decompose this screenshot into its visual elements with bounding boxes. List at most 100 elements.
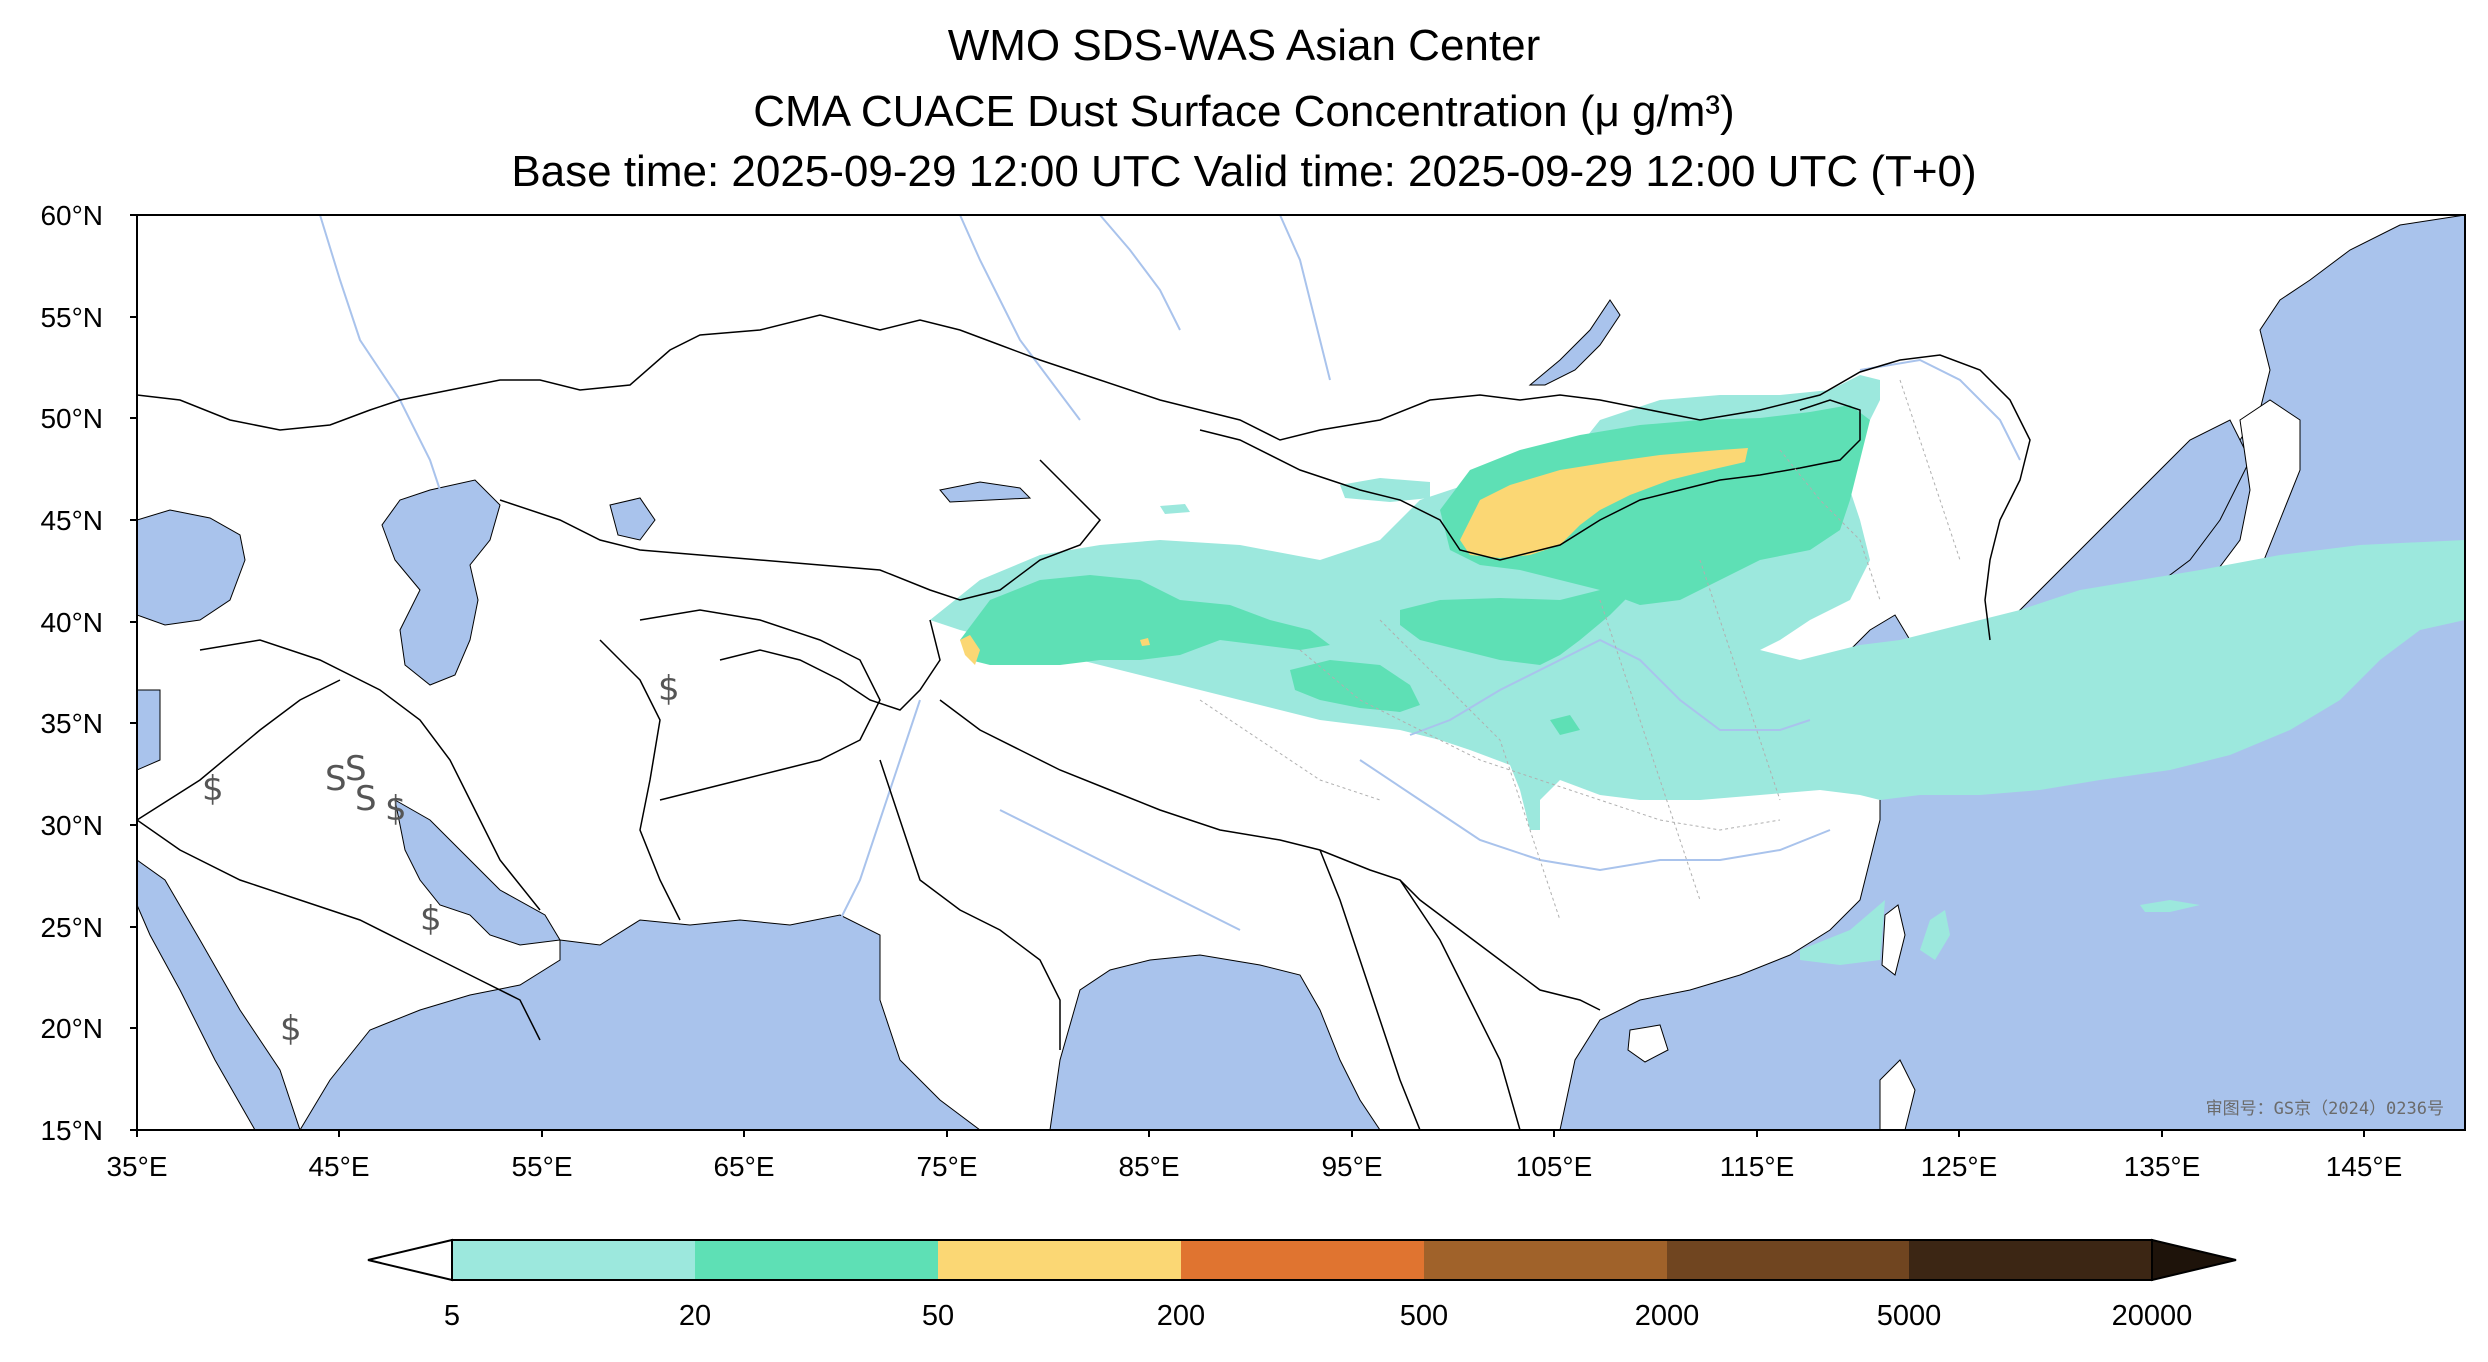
dust-region-5-20-pacific (2140, 900, 2200, 912)
border-middle-east-2 (137, 679, 341, 821)
border-iran-east (599, 639, 681, 921)
symbol-dollar-5: $ (385, 789, 407, 829)
border-saudi (137, 819, 541, 1041)
river-amur (1859, 358, 2021, 461)
latitude-axis: 60°N 55°N 50°N 45°N 40°N 35°N 30°N 25°N … (40, 200, 137, 1146)
colorbar-label-500: 500 (1400, 1300, 1448, 1332)
colorbar-bin-5-20 (452, 1240, 695, 1280)
river-ob (959, 215, 1081, 421)
dust-region-5-20-small (1160, 504, 1190, 514)
border-middle-east-1 (199, 639, 541, 911)
symbol-dollar-2: S (325, 759, 347, 799)
river-irtysh (1099, 215, 1181, 331)
colorbar-label-5: 5 (444, 1300, 460, 1332)
river-ganges (999, 809, 1241, 931)
border-kazakhstan-south (499, 459, 1102, 601)
lon-label-55: 55°E (511, 1151, 572, 1182)
lon-label-115: 115°E (1720, 1151, 1795, 1182)
lat-label-40: 40°N (40, 607, 103, 638)
colorbar-label-20: 20 (679, 1300, 711, 1332)
lat-label-25: 25°N (40, 912, 103, 943)
border-russia-south (137, 314, 2031, 641)
river-yellow (1409, 638, 1811, 736)
river-yangtze (1359, 759, 1831, 872)
province-borders-7 (1199, 699, 1381, 801)
dust-region-20-50-hexi (1400, 585, 1640, 665)
colorbar-label-50: 50 (922, 1300, 954, 1332)
province-border-layer (1199, 379, 1961, 921)
red-sea (137, 859, 301, 1130)
border-india (879, 759, 1061, 1050)
lat-label-50: 50°N (40, 403, 103, 434)
colorbar-label-20000: 20000 (2112, 1300, 2193, 1332)
lat-label-20: 20°N (40, 1013, 103, 1044)
indian-ocean (299, 914, 981, 1130)
river-indus (839, 699, 921, 921)
river-yenisei (1279, 215, 1331, 381)
lat-label-35: 35°N (40, 708, 103, 739)
symbol-dollar-7: $ (280, 1009, 302, 1049)
dollar-symbols: $ S S S $ $ $ $ (202, 669, 680, 1049)
aral-sea (609, 497, 656, 541)
colorbar-bin-500-2000 (1424, 1240, 1667, 1280)
colorbar-bin-200-500 (1181, 1240, 1424, 1280)
title-line-1: WMO SDS-WAS Asian Center (947, 21, 1541, 70)
persian-gulf (394, 799, 561, 946)
symbol-dollar-3: S (345, 749, 367, 789)
colorbar: 5 20 50 200 500 2000 5000 20000 (367, 1238, 2237, 1332)
dust-region-20-50-east-patch (1550, 715, 1580, 735)
border-china-west (719, 619, 941, 711)
lat-label-15: 15°N (40, 1115, 103, 1146)
colorbar-bin-50-200 (938, 1240, 1181, 1280)
lon-label-85: 85°E (1118, 1151, 1179, 1182)
colorbar-frame (451, 1239, 2153, 1281)
lon-label-105: 105°E (1516, 1151, 1593, 1182)
province-borders-5 (1899, 379, 1961, 561)
dust-region-50-200-gobi (1460, 448, 1748, 558)
hainan-land (1627, 1024, 1669, 1063)
philippines-land (1879, 1059, 1916, 1130)
taiwan-land (1881, 904, 1906, 976)
border-thailand (1399, 879, 1521, 1130)
river-volga (319, 215, 441, 491)
black-sea (137, 509, 246, 626)
border-layer (137, 314, 2031, 1130)
colorbar-over-arrow (2151, 1238, 2237, 1282)
lake-balkhash (939, 481, 1032, 503)
mediterranean-sea (137, 689, 161, 771)
dust-region-5-20-west-patch (1340, 478, 1430, 502)
dust-region-50-200-tarim-west (960, 635, 980, 665)
colorbar-bin-20-50 (695, 1240, 938, 1280)
dust-region-20-50-taklimakan (960, 575, 1330, 665)
dust-concentration-layer (930, 375, 2465, 965)
lon-label-125: 125°E (1921, 1151, 1998, 1182)
colorbar-under-arrow (367, 1238, 453, 1282)
symbol-dollar-8: $ (658, 669, 680, 709)
colorbar-bin-2000-5000 (1667, 1240, 1909, 1280)
colorbar-label-200: 200 (1157, 1300, 1205, 1332)
border-mongolia (1199, 399, 1861, 561)
caspian-sea (381, 479, 501, 686)
lat-label-45: 45°N (40, 505, 103, 536)
lon-label-75: 75°E (916, 1151, 977, 1182)
river-layer (319, 215, 2021, 931)
symbol-dollar-1: $ (202, 769, 224, 809)
lon-label-95: 95°E (1321, 1151, 1382, 1182)
lat-label-30: 30°N (40, 810, 103, 841)
province-borders-6 (1779, 449, 1881, 601)
dust-region-20-50-gobi (1440, 405, 1870, 605)
bay-of-bengal (1049, 954, 1381, 1130)
colorbar-label-5000: 5000 (1877, 1300, 1942, 1332)
province-borders-4 (1699, 559, 1781, 801)
lat-label-55: 55°N (40, 302, 103, 333)
lon-label-145: 145°E (2326, 1151, 2403, 1182)
lon-label-135: 135°E (2124, 1151, 2201, 1182)
map-panel: $ S S S $ $ $ $ 审图号：GS京（2024）0236号 (137, 215, 2465, 1130)
lake-baikal (1528, 299, 1621, 386)
colorbar-bin-5000-20000 (1909, 1240, 2152, 1280)
map-frame (136, 214, 2466, 1131)
dust-region-20-50-qaidam (1290, 660, 1420, 712)
lat-label-60: 60°N (40, 200, 103, 231)
dust-region-5-20-east-taiwan (1920, 910, 1950, 960)
